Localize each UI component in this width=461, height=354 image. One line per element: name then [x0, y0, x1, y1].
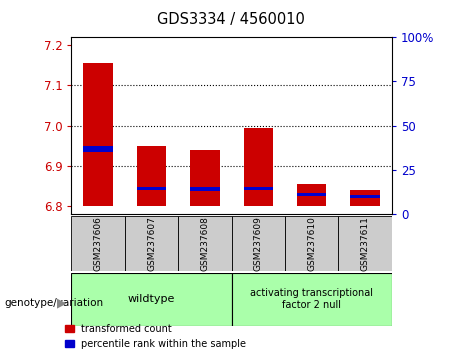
Bar: [190, 191, 219, 206]
Bar: [350, 190, 380, 195]
Bar: [297, 184, 326, 193]
FancyBboxPatch shape: [71, 216, 125, 271]
Bar: [137, 187, 166, 190]
Bar: [297, 193, 326, 196]
Bar: [190, 150, 219, 187]
Bar: [350, 198, 380, 206]
Text: GSM237609: GSM237609: [254, 216, 263, 271]
FancyBboxPatch shape: [231, 216, 285, 271]
Text: GSM237610: GSM237610: [307, 216, 316, 271]
Bar: [137, 146, 166, 187]
FancyBboxPatch shape: [338, 216, 392, 271]
Text: activating transcriptional
factor 2 null: activating transcriptional factor 2 null: [250, 288, 373, 310]
Bar: [83, 146, 113, 152]
Legend: transformed count, percentile rank within the sample: transformed count, percentile rank withi…: [65, 324, 246, 349]
FancyBboxPatch shape: [71, 273, 231, 326]
Bar: [83, 152, 113, 206]
Bar: [190, 187, 219, 191]
Bar: [244, 128, 273, 187]
Text: wildtype: wildtype: [128, 294, 175, 304]
Bar: [137, 190, 166, 206]
Text: GSM237608: GSM237608: [201, 216, 209, 271]
Text: genotype/variation: genotype/variation: [5, 298, 104, 308]
Text: GSM237606: GSM237606: [94, 216, 103, 271]
Text: GDS3334 / 4560010: GDS3334 / 4560010: [157, 12, 304, 27]
Text: GSM237607: GSM237607: [147, 216, 156, 271]
Bar: [83, 63, 113, 146]
Bar: [297, 196, 326, 206]
Text: GSM237611: GSM237611: [361, 216, 370, 271]
Bar: [244, 187, 273, 190]
FancyBboxPatch shape: [285, 216, 338, 271]
FancyBboxPatch shape: [178, 216, 231, 271]
Bar: [350, 195, 380, 198]
Bar: [244, 190, 273, 206]
FancyBboxPatch shape: [125, 216, 178, 271]
Text: ▶: ▶: [57, 296, 67, 309]
FancyBboxPatch shape: [231, 273, 392, 326]
